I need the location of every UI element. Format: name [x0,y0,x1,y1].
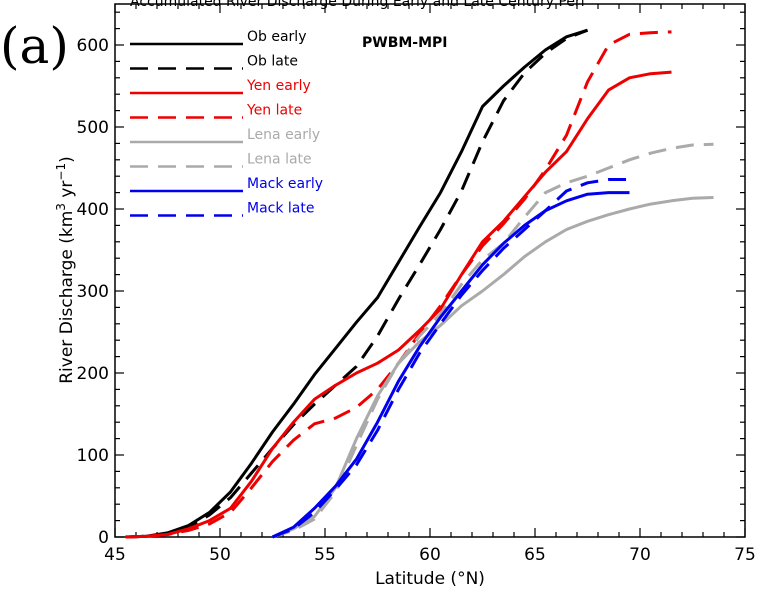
series-line-ob-early [125,28,588,539]
series-lines [125,28,714,539]
x-tick-label: 55 [314,545,336,565]
x-axis-label: Latitude (°N) [375,569,485,589]
y-tick-label: 100 [77,446,109,466]
series-line-lena-early [271,196,714,539]
y-tick-label: 400 [77,200,109,220]
y-tick-label: 0 [98,528,109,548]
series-line-lena-late [272,142,714,539]
legend-label: Mack early [247,176,323,192]
y-tick-label: 200 [77,364,109,384]
y-axis-label-main: River Discharge (km [57,211,77,384]
y-tick-label: 300 [77,282,109,302]
x-tick-label: 70 [629,545,651,565]
series-line-mack-late [271,178,630,539]
legend-label: Mack late [247,201,314,217]
y-axis-label-end: ) [57,156,77,163]
panel-label: (a) [0,17,69,75]
legend-label: Yen early [246,78,311,94]
x-tick-label: 50 [209,545,231,565]
series-line-yen-late [125,30,672,539]
y-axis-label-sup2: −1 [54,163,68,181]
model-annotation: PWBM-MPI [362,35,448,51]
legend-label: Ob early [247,29,306,45]
x-tick-label: 75 [734,545,756,565]
axis-ticks [114,4,746,538]
legend-label: Lena late [247,152,312,168]
series-line-mack-early [271,191,630,539]
legend-label: Ob late [247,54,298,70]
y-tick-label: 600 [77,36,109,56]
y-axis-label-mid: yr [57,181,77,203]
x-tick-label: 45 [104,545,126,565]
plot-frame [114,3,746,538]
legend-label: Lena early [247,127,320,143]
legend-label: Yen late [246,103,302,119]
x-tick-label: 65 [524,545,546,565]
y-axis-label-sup1: 3 [54,203,68,211]
x-tick-label: 60 [419,545,441,565]
tick-labels: 45 50 55 60 65 70 75 0 100 200 300 400 500 600 [77,36,756,565]
legend: Ob early Ob late Yen early Yen late Lena ear… [130,29,323,217]
y-axis-label: River Discharge (km3 yr−1) [54,156,77,384]
y-tick-label: 500 [77,118,109,138]
series-line-ob-late [125,28,589,539]
chart-title: Accumulated River Discharge During Early… [130,0,585,10]
series-line-yen-early [125,70,672,539]
